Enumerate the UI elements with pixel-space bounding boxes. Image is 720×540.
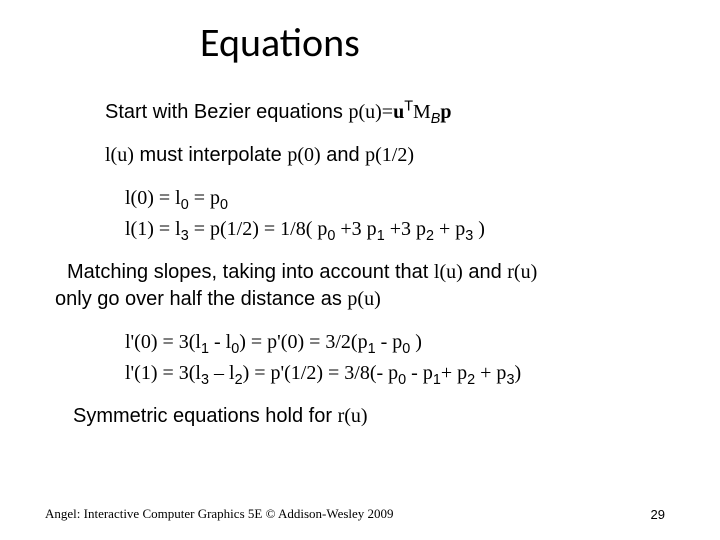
sub: 0 [181,197,189,213]
t: ) [514,362,521,384]
t: u [393,101,404,123]
math: p(0) [287,144,320,166]
equation-line: l(1) = l3 = p(1/2) = 1/8( p0 +3 p1 +3 p2… [45,217,675,242]
sub: B [431,111,441,127]
sub: 3 [201,372,209,388]
text: and [321,144,365,166]
t: - l [209,331,231,353]
t: p [440,101,451,123]
math: r(u) [338,405,368,427]
t: - p [376,331,403,353]
t: +3 p [385,218,426,240]
t: = p(1/2) = 1/8( p [189,218,328,240]
t: ) = p'(1/2) = 3/8(- p [243,362,399,384]
math: p(u) [347,288,380,310]
text: only go over half the distance as [55,288,347,310]
text-line: only go over half the distance as p(u) [45,287,675,312]
body: Start with Bezier equations p(u)=uTMBp l… [0,100,720,435]
text: must interpolate [134,144,287,166]
text: Start with Bezier equations [105,101,348,123]
math: r(u) [507,261,537,283]
text-line: Start with Bezier equations p(u)=uTMBp [45,100,675,125]
t: - p [406,362,433,384]
sub: 1 [377,228,385,244]
text: Symmetric equations hold for [73,405,338,427]
sup: T [404,98,413,114]
t: p(u)= [348,101,393,123]
spacer [45,248,675,260]
spacer [45,131,675,143]
equation-line: l'(0) = 3(l1 - l0) = p'(0) = 3/2(p1 - p0… [45,330,675,355]
math: p(u)=uTMBp [348,101,451,123]
sub: 0 [398,372,406,388]
page-number: 29 [651,507,665,522]
sub: 2 [235,372,243,388]
t: + p [434,218,465,240]
math: p(1/2) [365,144,414,166]
t: – l [209,362,235,384]
equation-line: l(0) = l0 = p0 [45,186,675,211]
spacer [45,318,675,330]
t: ) = p'(0) = 3/2(p [239,331,367,353]
slide: Equations Start with Bezier equations p(… [0,0,720,540]
t: B [431,111,441,127]
t: ) [473,218,485,240]
t: l(0) = l [125,187,181,209]
t: + p [441,362,467,384]
text: and [463,261,507,283]
t: + p [475,362,506,384]
t: = p [189,187,220,209]
t: l'(1) = 3(l [125,362,201,384]
footer-text: Angel: Interactive Computer Graphics 5E … [45,506,394,522]
text-line: l(u) must interpolate p(0) and p(1/2) [45,143,675,168]
sub: 1 [201,341,209,357]
t: ) [410,331,422,353]
sub: 0 [220,197,228,213]
equation-line: l'(1) = 3(l3 – l2) = p'(1/2) = 3/8(- p0 … [45,361,675,386]
t: +3 p [335,218,376,240]
sub: 2 [426,228,434,244]
sub: 1 [368,341,376,357]
text: Matching slopes, taking into account tha… [67,261,434,283]
t: l'(0) = 3(l [125,331,201,353]
t: M [413,101,431,123]
spacer [45,174,675,186]
spacer [45,392,675,404]
t: l(1) = l [125,218,181,240]
sub: 3 [181,228,189,244]
text-line: Matching slopes, taking into account tha… [45,260,675,285]
page-title: Equations [200,18,360,67]
math: l(u) [434,261,463,283]
sub: 1 [433,372,441,388]
sub: 2 [467,372,475,388]
math: l(u) [105,144,134,166]
text-line: Symmetric equations hold for r(u) [45,404,675,429]
